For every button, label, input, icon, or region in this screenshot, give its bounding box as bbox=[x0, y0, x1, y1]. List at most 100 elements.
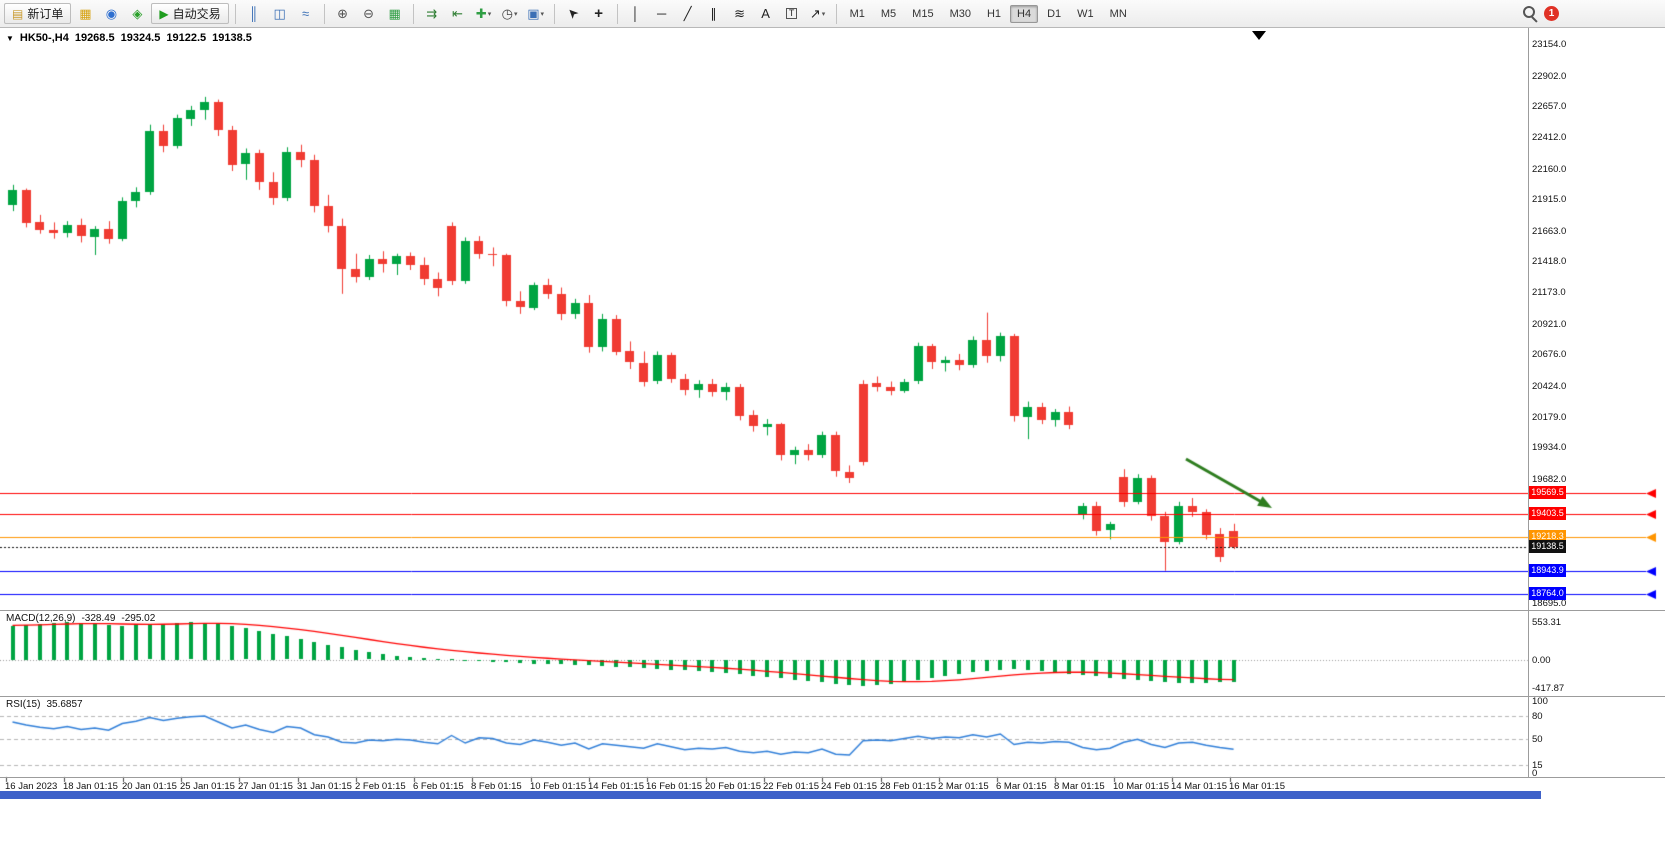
price-axis-label: 21173.0 bbox=[1532, 287, 1566, 298]
time-axis-label: 14 Feb 01:15 bbox=[588, 781, 644, 792]
price-axis-label: 23154.0 bbox=[1532, 39, 1567, 50]
price-axis-label: 22902.0 bbox=[1532, 71, 1567, 82]
price-axis-label: 19682.0 bbox=[1532, 474, 1567, 485]
new-order-button[interactable]: ▤ 新订单 bbox=[4, 3, 72, 24]
indicator-axis-label: 0.00 bbox=[1532, 655, 1551, 666]
auto-scroll-icon[interactable]: ⇉ bbox=[426, 6, 438, 21]
notification-badge[interactable]: 1 bbox=[1544, 6, 1559, 21]
chart-shift-icon[interactable]: ⇤ bbox=[452, 6, 464, 21]
indicator-axis-label: 50 bbox=[1532, 734, 1543, 745]
price-line-tag[interactable]: 19569.5 bbox=[1529, 486, 1566, 499]
timeframe-m5[interactable]: M5 bbox=[880, 7, 897, 20]
equidistant-channel-icon[interactable]: ∥ bbox=[710, 6, 717, 21]
indicator-axis-label: 0 bbox=[1532, 768, 1538, 779]
price-axis-divider[interactable] bbox=[1528, 28, 1529, 777]
horizontal-line-icon[interactable]: ─ bbox=[657, 6, 667, 21]
close-value: 19138.5 bbox=[212, 32, 252, 44]
trendline-icon[interactable]: ╱ bbox=[683, 6, 692, 21]
navigator-icon[interactable]: ◈ bbox=[132, 6, 143, 21]
current-price-tag: 19138.5 bbox=[1529, 540, 1566, 553]
indicator-axis-label: 15 bbox=[1532, 760, 1543, 771]
low-value: 19122.5 bbox=[166, 32, 207, 44]
price-axis-label: 19934.0 bbox=[1532, 442, 1567, 453]
time-axis-label: 16 Mar 01:15 bbox=[1229, 781, 1285, 792]
bar-chart-icon[interactable]: ║ bbox=[249, 6, 259, 21]
timeframe-d1[interactable]: D1 bbox=[1047, 7, 1062, 20]
macd-panel-divider[interactable] bbox=[0, 610, 1665, 611]
time-axis-label: 14 Mar 01:15 bbox=[1171, 781, 1227, 792]
new-chart-icon[interactable]: ✚ ▾ bbox=[475, 6, 492, 21]
zoom-out-icon[interactable]: ⊖ bbox=[363, 6, 375, 21]
zoom-in-icon[interactable]: ⊕ bbox=[337, 6, 349, 21]
arrows-tool-icon[interactable]: ↗ ▾ bbox=[809, 6, 826, 21]
candlestick-chart-icon[interactable]: ◫ bbox=[273, 6, 286, 21]
indicator-axis-label: 553.31 bbox=[1532, 617, 1562, 628]
macd-name: MACD(12,26,9) bbox=[6, 613, 76, 624]
timeframe-w1[interactable]: W1 bbox=[1077, 7, 1094, 20]
vertical-line-icon[interactable]: │ bbox=[631, 6, 640, 21]
time-axis-label: 8 Feb 01:15 bbox=[471, 781, 522, 792]
price-axis-label: 21663.0 bbox=[1532, 226, 1567, 237]
crosshair-icon[interactable]: + bbox=[594, 5, 603, 22]
auto-trading-button[interactable]: ▶ 自动交易 bbox=[151, 3, 229, 24]
toolbar-separator bbox=[553, 3, 555, 24]
time-axis-label: 2 Feb 01:15 bbox=[355, 781, 406, 792]
time-axis-label: 16 Jan 2023 bbox=[5, 781, 58, 792]
line-chart-icon[interactable]: ≈ bbox=[302, 6, 310, 21]
price-line-tag[interactable]: 19218.3 bbox=[1529, 530, 1566, 543]
rsi-indicator-label: RSI(15) 35.6857 bbox=[6, 699, 83, 710]
price-line-tag[interactable]: 18764.0 bbox=[1529, 587, 1566, 600]
timeframe-mn[interactable]: MN bbox=[1109, 7, 1127, 20]
timeframe-h4[interactable]: H4 bbox=[1010, 4, 1039, 23]
label-tool-icon[interactable]: T bbox=[780, 2, 804, 25]
price-axis-label: 20179.0 bbox=[1532, 412, 1567, 423]
cursor-icon[interactable]: ➤ bbox=[563, 4, 582, 23]
indicator-axis-label: -417.87 bbox=[1532, 683, 1565, 694]
time-axis-label: 10 Feb 01:15 bbox=[530, 781, 586, 792]
fibonacci-icon[interactable]: ≋ bbox=[734, 6, 746, 21]
templates-icon[interactable]: ▣ ▾ bbox=[527, 6, 545, 21]
data-window-icon[interactable]: ◉ bbox=[105, 6, 118, 21]
time-axis-label: 25 Jan 01:15 bbox=[180, 781, 235, 792]
play-icon: ▶ bbox=[159, 6, 169, 21]
open-value: 19268.5 bbox=[74, 32, 115, 44]
time-axis-label: 20 Feb 01:15 bbox=[705, 781, 761, 792]
timeframe-m30[interactable]: M30 bbox=[949, 7, 971, 20]
collapse-panel-icon[interactable]: ▼ bbox=[6, 33, 14, 43]
toolbar-separator bbox=[323, 3, 325, 24]
time-axis-label: 28 Feb 01:15 bbox=[880, 781, 936, 792]
indicator-axis-label: 80 bbox=[1532, 711, 1543, 722]
time-axis-label: 18 Jan 01:15 bbox=[63, 781, 118, 792]
timeframe-m1[interactable]: M1 bbox=[849, 7, 865, 20]
rsi-panel-divider[interactable] bbox=[0, 696, 1665, 697]
time-axis-label: 27 Jan 01:15 bbox=[238, 781, 293, 792]
time-axis-label: 6 Mar 01:15 bbox=[996, 781, 1047, 792]
toolbar-separator bbox=[234, 3, 236, 24]
price-line-tag[interactable]: 18943.9 bbox=[1529, 564, 1566, 577]
toolbar-separator bbox=[412, 3, 414, 24]
timeframe-h1[interactable]: H1 bbox=[986, 7, 1002, 20]
auto-trading-button-label: 自动交易 bbox=[172, 7, 221, 21]
time-axis-label: 2 Mar 01:15 bbox=[938, 781, 989, 792]
periods-icon[interactable]: ◷ ▾ bbox=[501, 6, 518, 21]
rsi-value: 35.6857 bbox=[46, 699, 83, 710]
time-axis-divider bbox=[0, 777, 1665, 778]
price-line-tag[interactable]: 19403.5 bbox=[1529, 507, 1566, 520]
chart-ohlc-header: ▼ HK50-,H4 19268.5 19324.5 19122.5 19138… bbox=[6, 32, 252, 44]
price-axis-label: 22412.0 bbox=[1532, 132, 1567, 143]
price-axis-label: 22160.0 bbox=[1532, 164, 1567, 175]
toolbar: ▤ 新订单 ▦ ◉ ◈ ▶ 自动交易 ║ ◫ ≈ ⊕ ⊖ ▦ ⇉ ⇤ ✚ ▾ ◷ ▾ ▣ ▾ ➤ + │ ─ ╱ ∥ ≋ A T ↗ ▾ M1 M… bbox=[0, 0, 1665, 28]
text-tool-icon[interactable]: A bbox=[761, 6, 770, 21]
tile-windows-icon[interactable]: ▦ bbox=[388, 6, 401, 21]
market-watch-icon[interactable]: ▦ bbox=[79, 6, 92, 21]
chart-shift-marker bbox=[1252, 31, 1266, 40]
price-axis-label: 18695.0 bbox=[1532, 598, 1567, 609]
price-axis-label: 21915.0 bbox=[1532, 194, 1567, 205]
timeframe-m15[interactable]: M15 bbox=[912, 7, 934, 20]
search-icon[interactable] bbox=[1518, 2, 1542, 25]
new-order-button-label: 新订单 bbox=[27, 7, 64, 21]
toolbar-separator bbox=[616, 3, 618, 24]
symbol-period-label: HK50-,H4 bbox=[19, 32, 69, 44]
horizontal-scrollbar[interactable] bbox=[0, 791, 1541, 799]
